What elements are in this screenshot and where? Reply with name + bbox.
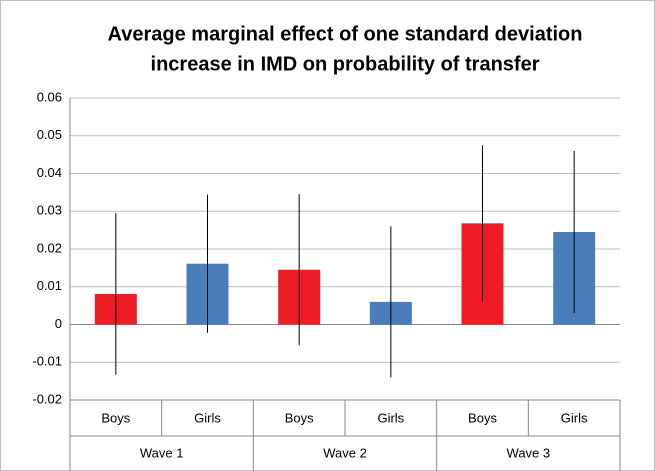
x-tick-label: Boys (101, 410, 130, 425)
group-label: Wave 3 (507, 445, 551, 460)
y-tick-label: 0.06 (37, 89, 62, 104)
y-tick-label: -0.02 (32, 391, 62, 406)
y-tick-label: 0.03 (37, 203, 62, 218)
x-tick-label: Girls (377, 410, 404, 425)
x-tick-label: Girls (561, 410, 588, 425)
x-tick-label: Boys (285, 410, 314, 425)
y-tick-label: 0.02 (37, 240, 62, 255)
y-tick-label: -0.01 (32, 354, 62, 369)
x-tick-label: Boys (468, 410, 497, 425)
group-label: Wave 1 (140, 445, 184, 460)
y-tick-label: 0.05 (37, 127, 62, 142)
x-tick-label: Girls (194, 410, 221, 425)
chart-title: Average marginal effect of one standard … (108, 23, 583, 45)
y-tick-label: 0.01 (37, 278, 62, 293)
y-tick-label: 0.04 (37, 165, 62, 180)
group-label: Wave 2 (323, 445, 367, 460)
y-tick-label: 0 (55, 316, 62, 331)
chart-title: increase in IMD on probability of transf… (151, 53, 540, 75)
